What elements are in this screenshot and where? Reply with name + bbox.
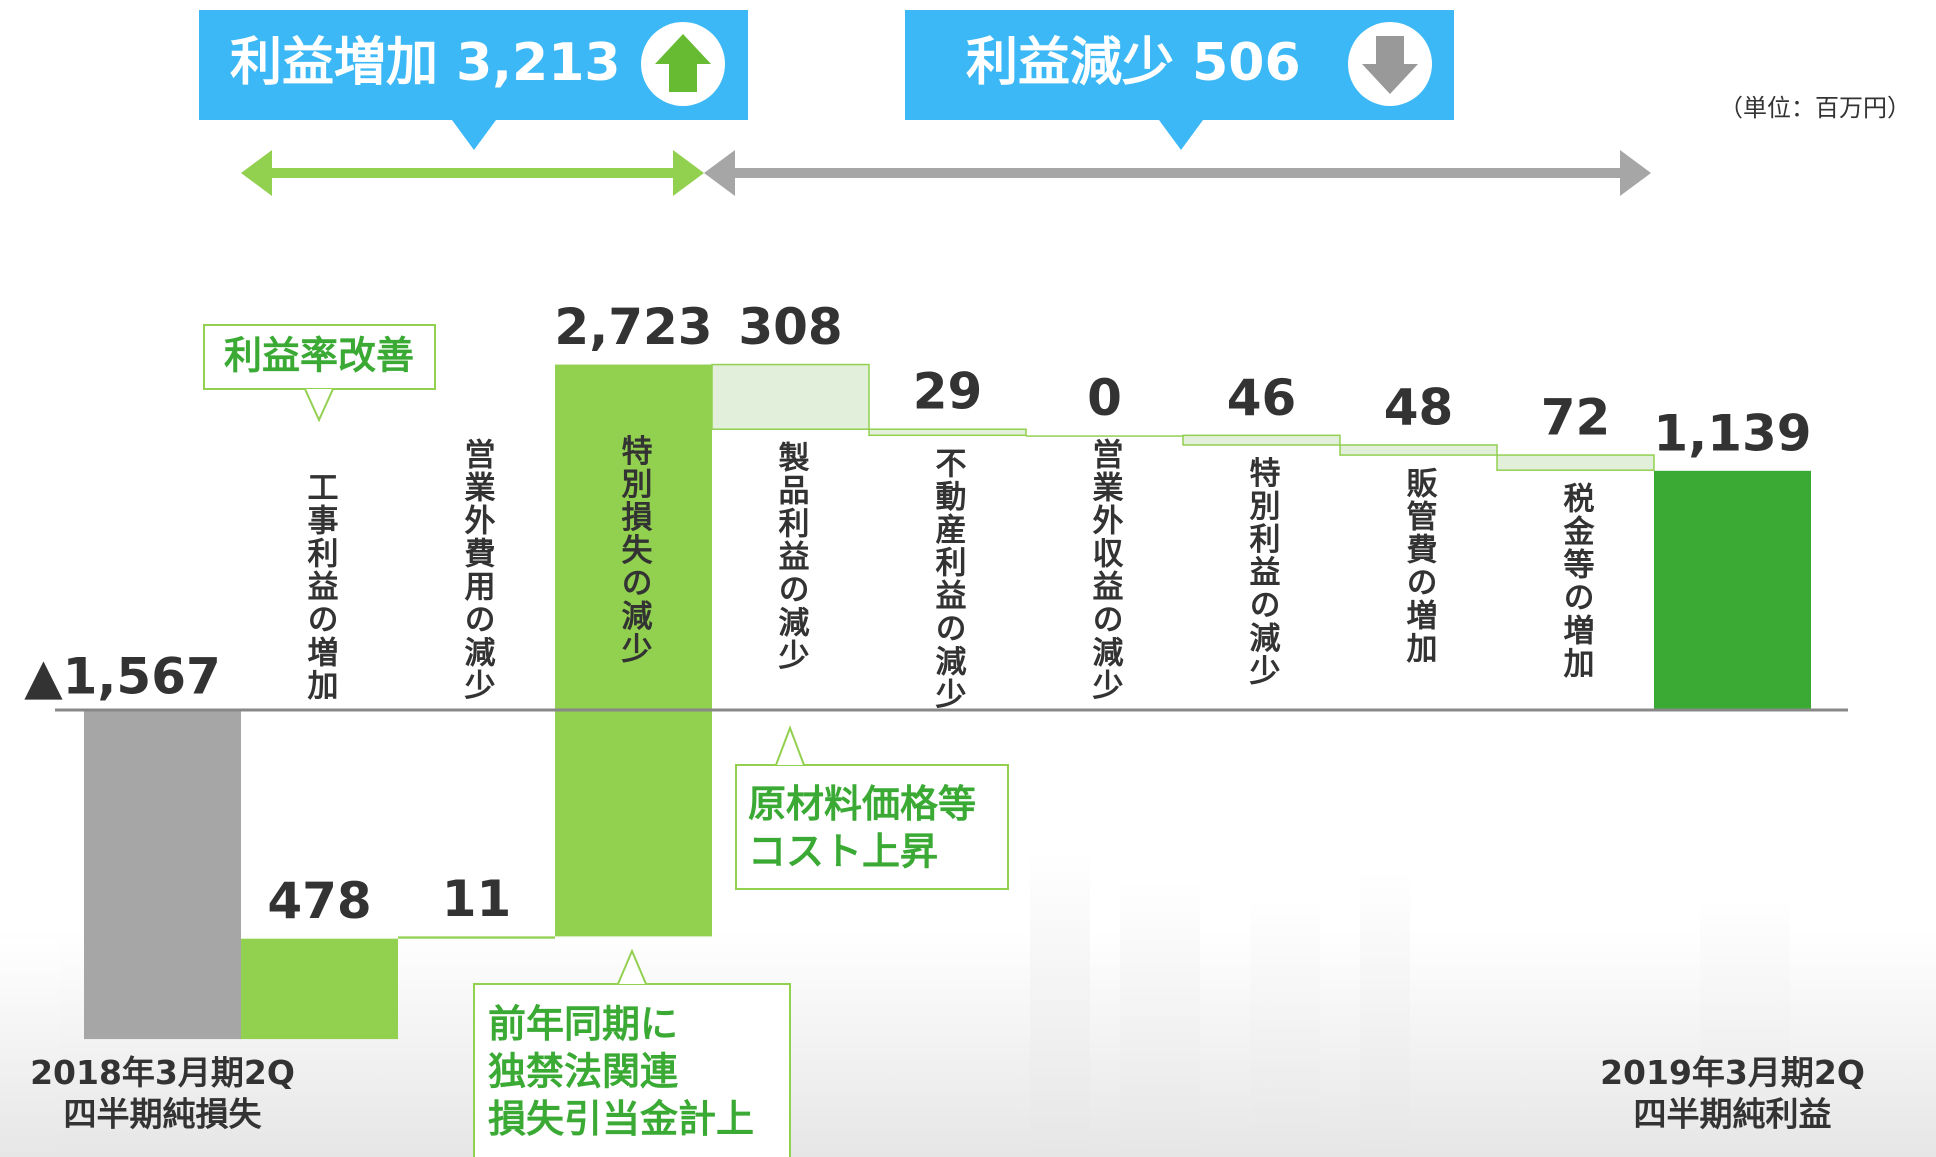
bar [1496,454,1655,471]
bar [868,428,1027,437]
category-label: 営業外収益の減少 [1087,438,1124,702]
bar [84,710,241,1040]
category-label: 工事利益の増加 [302,471,339,702]
category-label: 税金等の増加 [1558,482,1596,680]
category-label: 特別利益の減少 [1244,457,1281,688]
bar [1026,435,1183,437]
bar [1654,470,1811,710]
value-label: 308 [738,298,842,356]
annotation-2: 原材料価格等コスト上昇 [735,725,1009,890]
banner-text: 利益増加 3,213 [230,33,621,93]
value-label: 72 [1541,389,1611,447]
value-label: 48 [1384,378,1454,436]
bar [1182,434,1341,446]
range-arrows [241,150,1651,196]
annotation-text: 前年同期に独禁法関連損失引当金計上 [488,1002,754,1141]
banner-text: 利益減少 506 [966,33,1301,93]
category-label: 不動産利益の減少 [930,447,967,711]
value-label: 29 [913,363,983,421]
value-label: 2,723 [554,298,712,356]
bar [1339,444,1498,456]
category-label: 製品利益の減少 [773,441,810,672]
banner-decrease: 利益減少 506 [905,10,1454,150]
banner-increase: 利益増加 3,213 [199,10,748,150]
bar [241,938,398,1040]
category-label: 特別損失の減少 [616,435,653,666]
annotation-1: 利益率改善 [203,324,436,423]
value-label: 0 [1087,369,1122,427]
value-label: 478 [267,872,371,930]
category-label: 2018年3月期2Q 四半期純損失 [30,1053,295,1133]
annotation-text: 利益率改善 [224,334,414,378]
bar [398,936,555,939]
annotation-3: 前年同期に独禁法関連損失引当金計上 [473,948,791,1157]
value-label: 1,139 [1653,404,1811,462]
skyline [0,850,1936,1157]
category-label: 2019年3月期2Q 四半期純利益 [1600,1053,1865,1133]
bar [555,364,712,937]
value-label: 46 [1227,369,1297,427]
unit-label: （単位：百万円） [1719,94,1911,122]
value-label: 11 [442,870,512,928]
annotation-text: 原材料価格等コスト上昇 [748,782,976,874]
value-label: ▲1,567 [24,648,221,706]
category-label: 販管費の増加 [1401,467,1438,665]
category-label: 営業外費用の減少 [459,438,496,702]
bar [711,363,870,430]
